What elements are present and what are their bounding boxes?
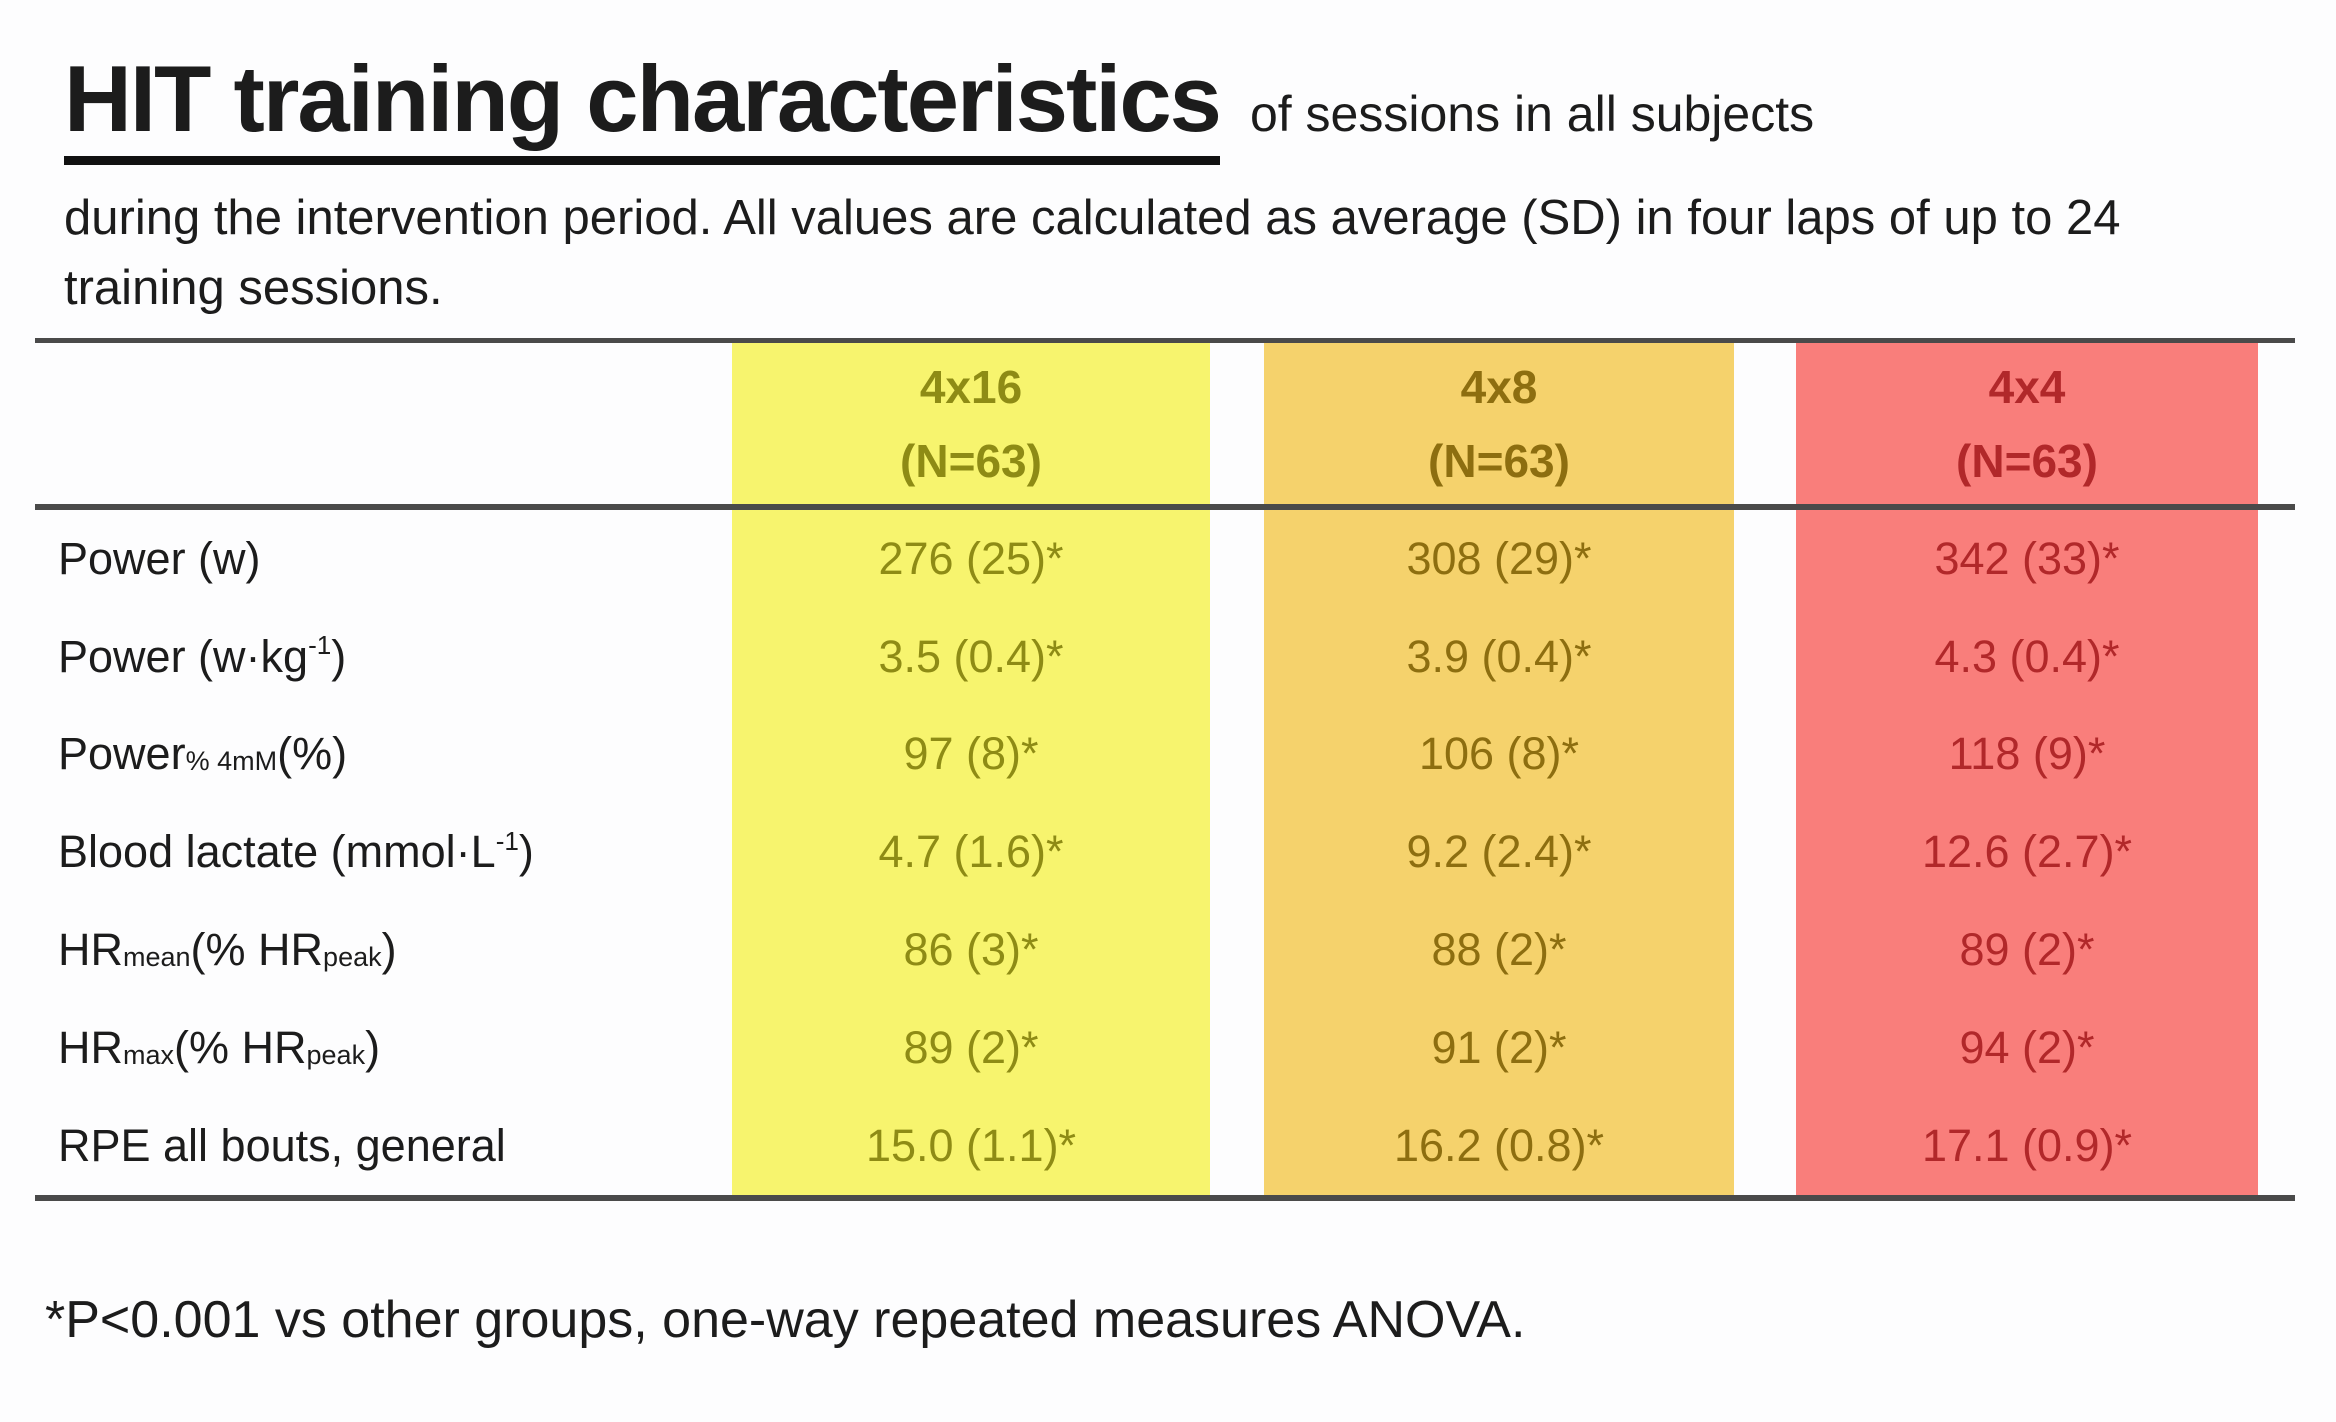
column-gap — [1734, 706, 1796, 804]
column-header-4x8: 4x8 (N=63) — [1264, 343, 1734, 510]
row-tail — [2258, 706, 2295, 804]
value-cell-4x4: 12.6 (2.7)* — [1796, 803, 2258, 902]
page-title-underlined: HIT training characteristics — [64, 52, 1222, 165]
value-cell-4x16: 89 (2)* — [732, 998, 1210, 1097]
value-cell-4x4: 94 (2)* — [1796, 998, 2258, 1097]
title-block: HIT training characteristics of sessions… — [64, 52, 2304, 323]
column-gap — [1210, 608, 1264, 706]
column-gap — [1210, 343, 1264, 510]
value-cell-4x16: 4.7 (1.6)* — [732, 803, 1210, 902]
column-gap — [1210, 510, 1264, 608]
header-tail — [2258, 343, 2295, 510]
column-gap — [1734, 608, 1796, 706]
header-spacer — [35, 343, 732, 510]
value-cell-4x16: 86 (3)* — [732, 901, 1210, 999]
value-cell-4x8: 9.2 (2.4)* — [1264, 803, 1734, 902]
value-cell-4x16: 276 (25)* — [732, 510, 1210, 608]
column-gap — [1210, 803, 1264, 901]
subtitle: during the intervention period. All valu… — [64, 191, 2121, 316]
row-tail — [2258, 510, 2295, 608]
row-label: RPE all bouts, general — [58, 1119, 506, 1171]
row-label: Blood lactate (mmol·L -1) — [58, 825, 534, 878]
column-gap — [1734, 343, 1796, 510]
column-gap — [1210, 1097, 1264, 1195]
column-n: (N=63) — [1428, 434, 1570, 487]
row-label: HR max (% HR peak) — [58, 1021, 381, 1073]
column-n: (N=63) — [1956, 434, 2098, 487]
row-label: HR mean (% HR peak) — [58, 924, 397, 976]
value-cell-4x4: 118 (9)* — [1796, 705, 2258, 804]
column-gap — [1734, 1097, 1796, 1195]
column-gap — [1734, 510, 1796, 608]
column-title: 4x8 — [1460, 360, 1538, 413]
value-cell-4x8: 16.2 (0.8)* — [1264, 1096, 1734, 1195]
value-cell-4x8: 91 (2)* — [1264, 998, 1734, 1097]
column-gap — [1734, 803, 1796, 901]
value-cell-4x16: 97 (8)* — [732, 705, 1210, 804]
row-tail — [2258, 1097, 2295, 1195]
row-tail — [2258, 803, 2295, 901]
column-header-4x4: 4x4 (N=63) — [1796, 343, 2258, 510]
column-title: 4x4 — [1988, 360, 2066, 413]
row-label: Power % 4mM (%) — [58, 728, 348, 780]
value-cell-4x4: 89 (2)* — [1796, 901, 2258, 999]
row-label: Power (w) — [58, 532, 261, 584]
footnote: *P<0.001 vs other groups, one-way repeat… — [45, 1291, 1526, 1349]
column-gap — [1734, 901, 1796, 999]
column-gap — [1734, 999, 1796, 1097]
value-cell-4x8: 106 (8)* — [1264, 705, 1734, 804]
value-cell-4x8: 308 (29)* — [1264, 510, 1734, 608]
value-cell-4x4: 17.1 (0.9)* — [1796, 1096, 2258, 1195]
value-cell-4x8: 3.9 (0.4)* — [1264, 607, 1734, 706]
column-title: 4x16 — [919, 360, 1023, 413]
value-cell-4x16: 15.0 (1.1)* — [732, 1096, 1210, 1195]
row-tail — [2258, 999, 2295, 1097]
page-title: HIT training characteristics of sessions… — [64, 52, 2304, 165]
column-gap — [1210, 706, 1264, 804]
value-cell-4x4: 4.3 (0.4)* — [1796, 607, 2258, 706]
value-cell-4x16: 3.5 (0.4)* — [732, 607, 1210, 706]
value-cell-4x4: 342 (33)* — [1796, 510, 2258, 608]
page-title-suffix: of sessions in all subjects — [1249, 86, 1815, 142]
column-gap — [1210, 901, 1264, 999]
row-tail — [2258, 901, 2295, 999]
training-table: 4x16 (N=63) 4x8 (N=63) 4x4 (N=63) Power … — [35, 338, 2295, 1201]
value-cell-4x8: 88 (2)* — [1264, 901, 1734, 999]
row-tail — [2258, 608, 2295, 706]
column-n: (N=63) — [900, 434, 1042, 487]
row-label: Power (w·kg -1) — [58, 629, 347, 682]
column-gap — [1210, 999, 1264, 1097]
column-header-4x16: 4x16 (N=63) — [732, 343, 1210, 510]
